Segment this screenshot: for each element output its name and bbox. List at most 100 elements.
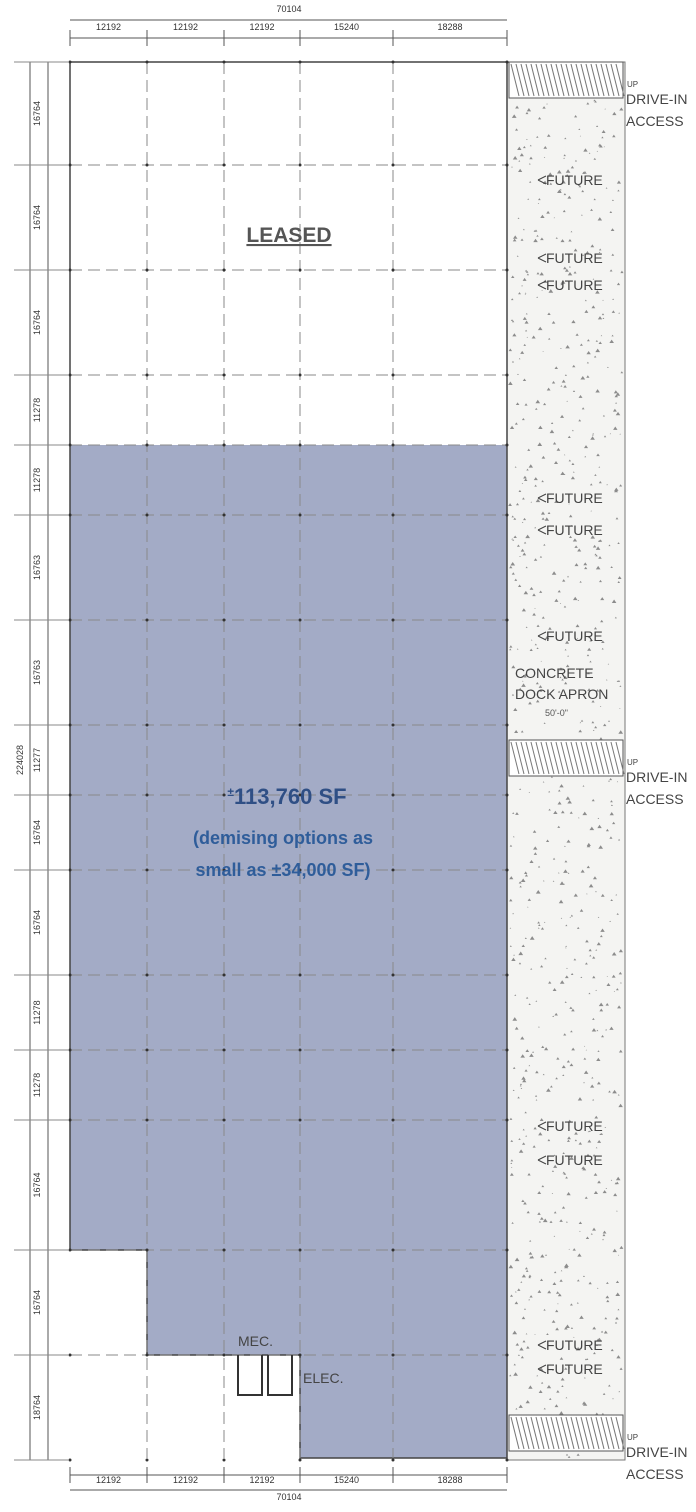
speck xyxy=(565,1324,570,1329)
speck xyxy=(517,1096,520,1099)
speck xyxy=(608,544,611,547)
speck xyxy=(518,962,522,965)
speck xyxy=(538,1390,543,1393)
speck xyxy=(567,1455,571,1458)
speck xyxy=(565,344,570,349)
speck xyxy=(579,909,584,912)
speck xyxy=(609,210,613,213)
speck xyxy=(602,1230,607,1234)
speck xyxy=(511,360,515,363)
hatch xyxy=(545,741,555,775)
dim-label: 16764 xyxy=(32,310,42,335)
speck xyxy=(516,544,520,547)
speck xyxy=(520,238,524,241)
speck xyxy=(511,320,515,323)
speck xyxy=(514,422,518,425)
speck xyxy=(597,316,603,320)
speck xyxy=(510,1162,513,1165)
speck xyxy=(579,1315,584,1319)
speck xyxy=(522,378,527,381)
dim-label: 18764 xyxy=(32,1395,42,1420)
speck xyxy=(582,254,585,256)
speck xyxy=(590,244,595,248)
grid-node xyxy=(222,373,226,377)
speck xyxy=(585,1153,591,1157)
speck xyxy=(530,501,532,503)
speck xyxy=(572,538,578,542)
speck xyxy=(568,514,573,518)
speck xyxy=(559,1219,563,1222)
speck xyxy=(598,556,602,559)
speck xyxy=(547,1290,552,1294)
speck xyxy=(537,865,541,868)
speck xyxy=(590,1233,593,1235)
speck xyxy=(571,319,576,324)
speck xyxy=(602,1392,606,1395)
speck xyxy=(557,801,562,805)
speck xyxy=(547,312,551,315)
speck xyxy=(533,238,538,243)
speck xyxy=(517,1288,521,1291)
hatch xyxy=(530,741,540,775)
hatch xyxy=(510,63,520,97)
speck xyxy=(599,705,602,707)
speck xyxy=(600,928,605,932)
speck xyxy=(549,1220,553,1223)
speck xyxy=(566,967,568,969)
speck xyxy=(523,475,527,479)
speck xyxy=(583,1081,585,1084)
grid-node xyxy=(505,373,509,377)
speck xyxy=(535,1099,538,1101)
speck xyxy=(565,640,570,644)
speck xyxy=(527,1172,531,1176)
speck xyxy=(541,455,546,459)
speck xyxy=(611,310,616,313)
speck xyxy=(508,348,513,352)
dim-label: 11278 xyxy=(32,398,42,422)
grid-node xyxy=(505,868,509,872)
speck xyxy=(552,442,557,445)
speck xyxy=(511,665,516,669)
up-label: UP xyxy=(627,80,638,89)
grid-node xyxy=(145,1458,149,1462)
drive-in-label: ACCESS xyxy=(626,1466,684,1482)
speck xyxy=(509,425,515,430)
speck xyxy=(578,394,583,398)
speck xyxy=(550,1085,553,1088)
speck xyxy=(564,374,567,376)
leased-label: LEASED xyxy=(246,224,331,247)
speck xyxy=(607,720,611,722)
speck xyxy=(595,1412,599,1416)
speck xyxy=(513,1363,516,1366)
speck xyxy=(555,237,558,239)
speck xyxy=(612,1089,617,1094)
speck xyxy=(522,228,525,231)
speck xyxy=(510,561,516,566)
grid-node xyxy=(391,1048,395,1052)
speck xyxy=(533,852,538,855)
speck xyxy=(597,1050,600,1052)
speck xyxy=(611,974,616,978)
speck xyxy=(610,899,613,902)
future-label: FUTURE xyxy=(546,277,603,293)
speck xyxy=(511,515,514,518)
speck xyxy=(573,958,577,961)
speck xyxy=(598,251,601,253)
speck xyxy=(520,1054,525,1058)
speck xyxy=(552,1282,557,1285)
speck xyxy=(523,675,527,678)
speck xyxy=(554,598,559,602)
speck xyxy=(550,776,553,778)
speck xyxy=(587,1139,592,1143)
speck xyxy=(535,407,538,410)
dock-door xyxy=(508,739,624,777)
speck xyxy=(608,1090,611,1093)
speck xyxy=(512,912,514,915)
speck xyxy=(585,1049,587,1051)
speck xyxy=(607,663,610,665)
speck xyxy=(571,1047,575,1051)
speck xyxy=(552,1369,554,1371)
grid-node xyxy=(298,373,302,377)
grid-node xyxy=(222,1458,226,1462)
speck xyxy=(615,988,619,991)
